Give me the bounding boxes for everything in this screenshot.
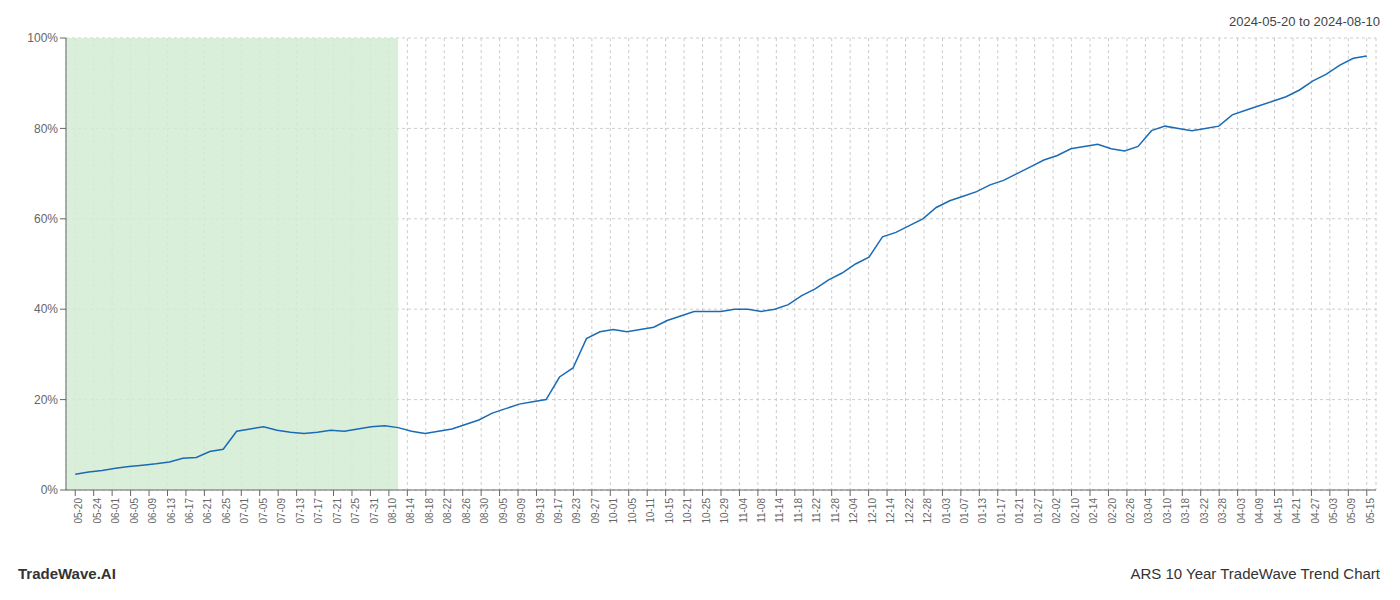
svg-text:05-15: 05-15 (1365, 498, 1376, 524)
svg-text:01-17: 01-17 (996, 498, 1007, 524)
svg-text:07-25: 07-25 (350, 498, 361, 524)
svg-text:12-04: 12-04 (848, 498, 859, 524)
svg-text:10-21: 10-21 (682, 498, 693, 524)
html-text:ARS 10 Year TradeWave Trend Ch: ARS 10 Year TradeWave Trend Chart (1130, 565, 1380, 582)
svg-text:100%: 100% (27, 31, 58, 45)
svg-text:02-14: 02-14 (1088, 498, 1099, 524)
svg-text:08-22: 08-22 (442, 498, 453, 524)
svg-text:08-30: 08-30 (479, 498, 490, 524)
svg-text:11-22: 11-22 (811, 498, 822, 523)
svg-text:09-23: 09-23 (571, 498, 582, 524)
svg-text:0%: 0% (41, 483, 59, 497)
svg-text:07-05: 07-05 (258, 498, 269, 524)
svg-text:07-17: 07-17 (313, 498, 324, 524)
svg-text:10-05: 10-05 (627, 498, 638, 524)
html-text:TradeWave.AI: TradeWave.AI (18, 565, 116, 582)
svg-text:10-15: 10-15 (664, 498, 675, 524)
svg-text:12-10: 12-10 (867, 498, 878, 524)
svg-text:04-27: 04-27 (1310, 498, 1321, 524)
svg-text:05-24: 05-24 (92, 498, 103, 524)
svg-text:08-10: 08-10 (387, 498, 398, 524)
svg-text:10-11: 10-11 (645, 498, 656, 523)
svg-text:03-04: 03-04 (1143, 498, 1154, 524)
svg-text:04-03: 04-03 (1236, 498, 1247, 524)
svg-text:07-01: 07-01 (239, 498, 250, 524)
svg-text:02-26: 02-26 (1125, 498, 1136, 524)
svg-text:80%: 80% (34, 122, 58, 136)
svg-text:12-22: 12-22 (904, 498, 915, 524)
svg-text:40%: 40% (34, 302, 58, 316)
svg-text:07-09: 07-09 (276, 498, 287, 524)
html-text:2024-05-20 to 2024-08-10: 2024-05-20 to 2024-08-10 (1228, 14, 1380, 29)
svg-text:12-28: 12-28 (922, 498, 933, 524)
svg-text:20%: 20% (34, 393, 58, 407)
svg-text:04-21: 04-21 (1291, 498, 1302, 524)
svg-text:04-15: 04-15 (1273, 498, 1284, 524)
svg-text:11-28: 11-28 (830, 498, 841, 523)
svg-text:08-26: 08-26 (461, 498, 472, 524)
svg-text:04-09: 04-09 (1254, 498, 1265, 524)
svg-text:06-17: 06-17 (184, 498, 195, 524)
svg-text:11-14: 11-14 (774, 498, 785, 523)
svg-text:09-13: 09-13 (535, 498, 546, 524)
svg-text:09-27: 09-27 (590, 498, 601, 524)
svg-text:08-14: 08-14 (405, 498, 416, 524)
svg-text:10-01: 10-01 (608, 498, 619, 524)
svg-text:06-25: 06-25 (221, 498, 232, 524)
svg-text:60%: 60% (34, 212, 58, 226)
svg-text:01-21: 01-21 (1014, 498, 1025, 524)
svg-text:02-20: 02-20 (1107, 498, 1118, 524)
svg-text:01-13: 01-13 (977, 498, 988, 524)
svg-text:10-29: 10-29 (719, 498, 730, 524)
svg-text:10-25: 10-25 (701, 498, 712, 524)
svg-text:02-10: 02-10 (1070, 498, 1081, 524)
svg-text:05-09: 05-09 (1346, 498, 1357, 524)
svg-text:03-10: 03-10 (1162, 498, 1173, 524)
svg-text:06-13: 06-13 (166, 498, 177, 524)
svg-text:05-20: 05-20 (73, 498, 84, 524)
svg-text:06-21: 06-21 (202, 498, 213, 524)
svg-text:05-03: 05-03 (1328, 498, 1339, 524)
svg-text:09-17: 09-17 (553, 498, 564, 524)
svg-text:09-05: 09-05 (498, 498, 509, 524)
svg-text:01-27: 01-27 (1033, 498, 1044, 524)
svg-text:11-08: 11-08 (756, 498, 767, 523)
svg-text:02-02: 02-02 (1051, 498, 1062, 524)
svg-text:06-09: 06-09 (147, 498, 158, 524)
svg-text:09-09: 09-09 (516, 498, 527, 524)
svg-text:01-03: 01-03 (941, 498, 952, 524)
svg-text:11-18: 11-18 (793, 498, 804, 523)
svg-text:06-01: 06-01 (110, 498, 121, 524)
svg-text:03-18: 03-18 (1180, 498, 1191, 524)
svg-text:01-07: 01-07 (959, 498, 970, 524)
svg-text:12-14: 12-14 (885, 498, 896, 524)
svg-text:07-31: 07-31 (369, 498, 380, 524)
svg-text:08-18: 08-18 (424, 498, 435, 524)
svg-text:06-05: 06-05 (129, 498, 140, 524)
svg-text:07-13: 07-13 (295, 498, 306, 524)
svg-text:03-28: 03-28 (1217, 498, 1228, 524)
svg-text:07-21: 07-21 (332, 498, 343, 524)
svg-text:03-22: 03-22 (1199, 498, 1210, 524)
svg-text:11-04: 11-04 (738, 498, 749, 523)
